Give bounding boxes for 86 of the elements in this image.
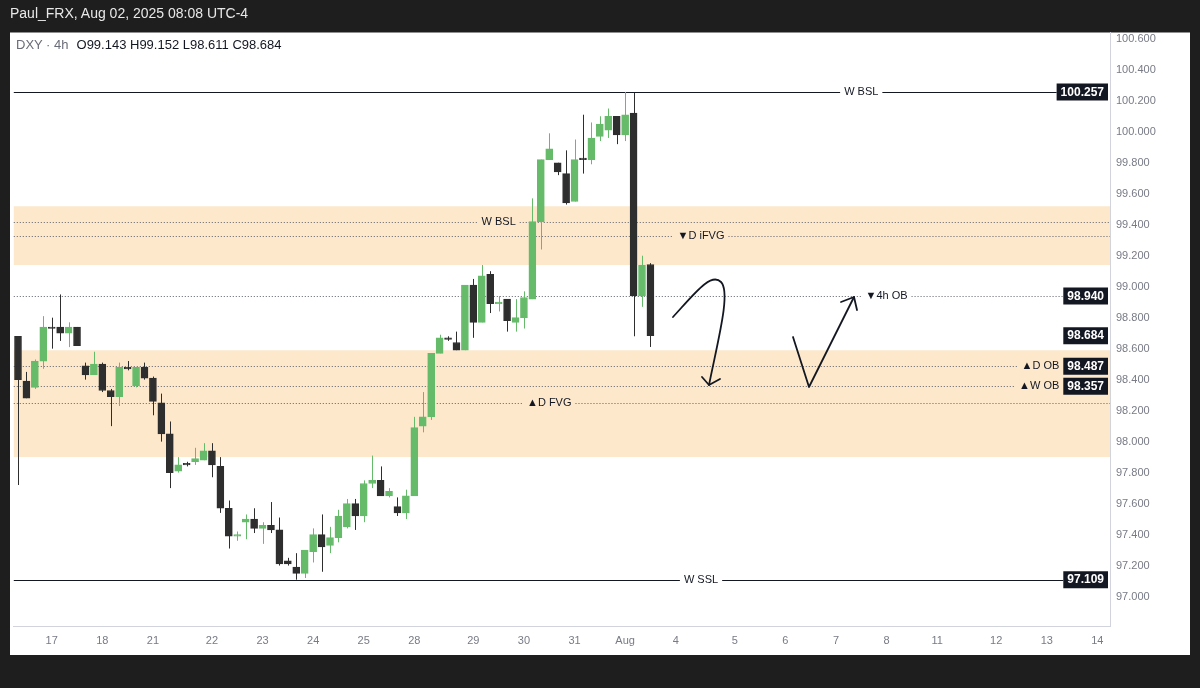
y-tick-label: 97.200 [1116, 558, 1150, 571]
y-tick-label: 100.200 [1116, 93, 1156, 106]
candlestick [596, 115, 604, 142]
y-tick-label: 98.400 [1116, 372, 1150, 385]
candlestick [511, 298, 520, 333]
candlestick [22, 371, 31, 399]
chart-subtitle: O99.143 H99.152 L98.611 C98.684 [76, 37, 282, 52]
y-tick-label: 98.200 [1116, 403, 1150, 416]
candlestick [343, 498, 351, 529]
chart-title: DXY · 4h [16, 37, 69, 52]
candlestick [149, 376, 157, 416]
annotation: 100.257 [1060, 84, 1105, 99]
annotation: 98.357 [1067, 379, 1105, 394]
x-tick-label: 18 [96, 633, 109, 646]
candlestick [106, 388, 115, 427]
x-tick-label: 14 [1091, 633, 1104, 646]
x-tick-label: 29 [467, 633, 480, 646]
x-tick-label: 5 [731, 633, 738, 646]
y-tick-label: 100.600 [1116, 31, 1156, 44]
y-tick-label: 98.600 [1116, 341, 1150, 354]
ref-line-label: ▲D FVG [526, 395, 572, 408]
x-tick-label: 22 [205, 633, 219, 646]
ref-line-label: ▼4h OB [865, 289, 908, 302]
candlestick [258, 521, 267, 545]
x-tick-label: 31 [568, 633, 581, 646]
ref-line-label: W BSL [481, 214, 516, 227]
annotation: 98.487 [1067, 358, 1105, 373]
x-tick-label: 23 [256, 633, 269, 646]
y-tick-label: 98.800 [1116, 310, 1150, 323]
x-tick-label: 24 [307, 633, 320, 646]
candlestick [612, 115, 621, 145]
x-tick-label: 6 [782, 633, 789, 646]
y-tick-label: 97.600 [1116, 496, 1150, 509]
y-tick-label: 100.400 [1116, 62, 1156, 75]
ref-line-label: ▲D OB [1021, 359, 1060, 372]
candlestick [292, 552, 301, 581]
candlestick [368, 455, 376, 489]
x-tick-label: 28 [408, 633, 421, 646]
x-tick-label: 12 [990, 633, 1003, 646]
y-tick-label: 99.600 [1116, 186, 1150, 199]
candlestick [309, 527, 317, 563]
x-tick-label: 17 [45, 633, 58, 646]
candlestick [393, 496, 402, 517]
candlestick [132, 366, 140, 388]
y-tick-label: 97.800 [1116, 465, 1150, 478]
text: Paul_FRX, Aug 02, 2025 08:08 UTC-4 [10, 5, 249, 21]
annotation: 97.109 [1067, 572, 1105, 587]
candlestick [250, 507, 258, 534]
y-tick-label: 99.800 [1116, 155, 1150, 168]
x-tick-label: 13 [1040, 633, 1053, 646]
candlestick [621, 91, 629, 142]
candlestick [208, 442, 216, 478]
y-tick-label: 100.000 [1116, 124, 1156, 137]
x-tick-label: 8 [883, 633, 890, 646]
ref-line-label: W SSL [683, 572, 719, 585]
candlestick [47, 317, 56, 350]
x-tick-label: 11 [931, 633, 943, 646]
ref-line-label: ▲W OB [1019, 379, 1060, 392]
candlestick [300, 549, 309, 579]
candlestick [267, 501, 275, 534]
y-tick-label: 97.400 [1116, 527, 1150, 540]
candlestick [604, 108, 613, 139]
candlestick [326, 526, 334, 554]
candlestick [503, 298, 511, 333]
x-tick-label: 25 [357, 633, 370, 646]
ref-line-label: W BSL [844, 84, 879, 97]
candlestick [402, 489, 410, 520]
y-tick-label: 97.000 [1116, 589, 1150, 602]
y-tick-label: 98.000 [1116, 434, 1150, 447]
candlestick [351, 498, 360, 531]
candlestick [520, 290, 528, 330]
x-tick-label: 4 [672, 633, 679, 646]
x-tick-label: Aug [615, 633, 635, 646]
candlestick [56, 293, 64, 342]
ref-line-label: ▼D iFVG [677, 228, 725, 241]
candlestick [64, 321, 73, 348]
annotation: 98.940 [1067, 288, 1105, 303]
x-tick-label: 21 [146, 633, 160, 646]
x-tick-label: 30 [517, 633, 531, 646]
candlestick [241, 513, 250, 540]
x-tick-label: 7 [832, 633, 840, 646]
y-tick-label: 99.000 [1116, 279, 1150, 292]
candlestick [418, 391, 427, 433]
y-tick-label: 99.200 [1116, 248, 1150, 261]
annotation: 98.684 [1067, 328, 1105, 343]
y-tick-label: 99.400 [1116, 217, 1150, 230]
